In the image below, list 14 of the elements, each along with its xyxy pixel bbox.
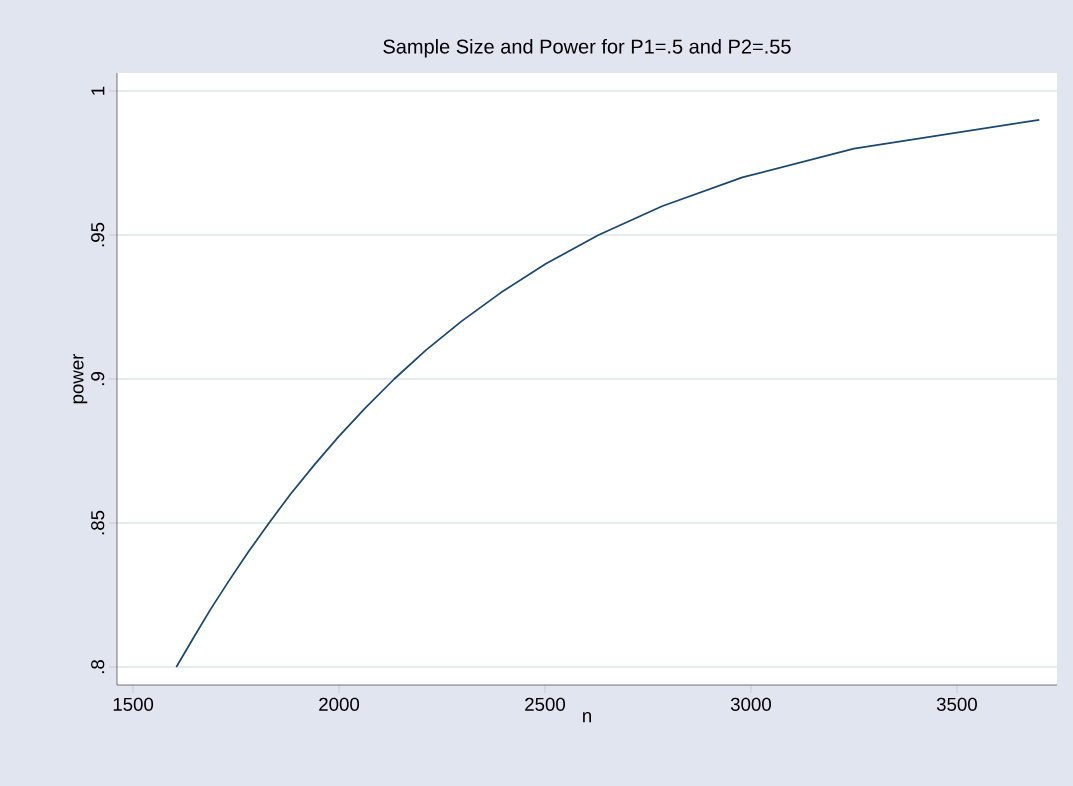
line-series (175, 118, 1041, 668)
x-axis-title: n (583, 712, 591, 723)
x-tick-label: 1500 (113, 697, 154, 711)
x-tick-label: 3500 (936, 697, 977, 711)
y-tick-label: .85 (91, 510, 105, 535)
y-tick-label: .8 (91, 660, 105, 674)
chart-title: Sample Size and Power for P1=.5 and P2=.55 (383, 38, 791, 58)
x-tick-label: 2500 (525, 697, 566, 711)
y-axis-title: power (73, 353, 88, 404)
y-tick-label: 1 (91, 86, 105, 95)
y-tick-label: .95 (91, 222, 105, 247)
x-tick-label: 3000 (730, 697, 771, 711)
y-tick-label: .9 (91, 372, 105, 386)
x-tick-label: 2000 (319, 697, 360, 711)
